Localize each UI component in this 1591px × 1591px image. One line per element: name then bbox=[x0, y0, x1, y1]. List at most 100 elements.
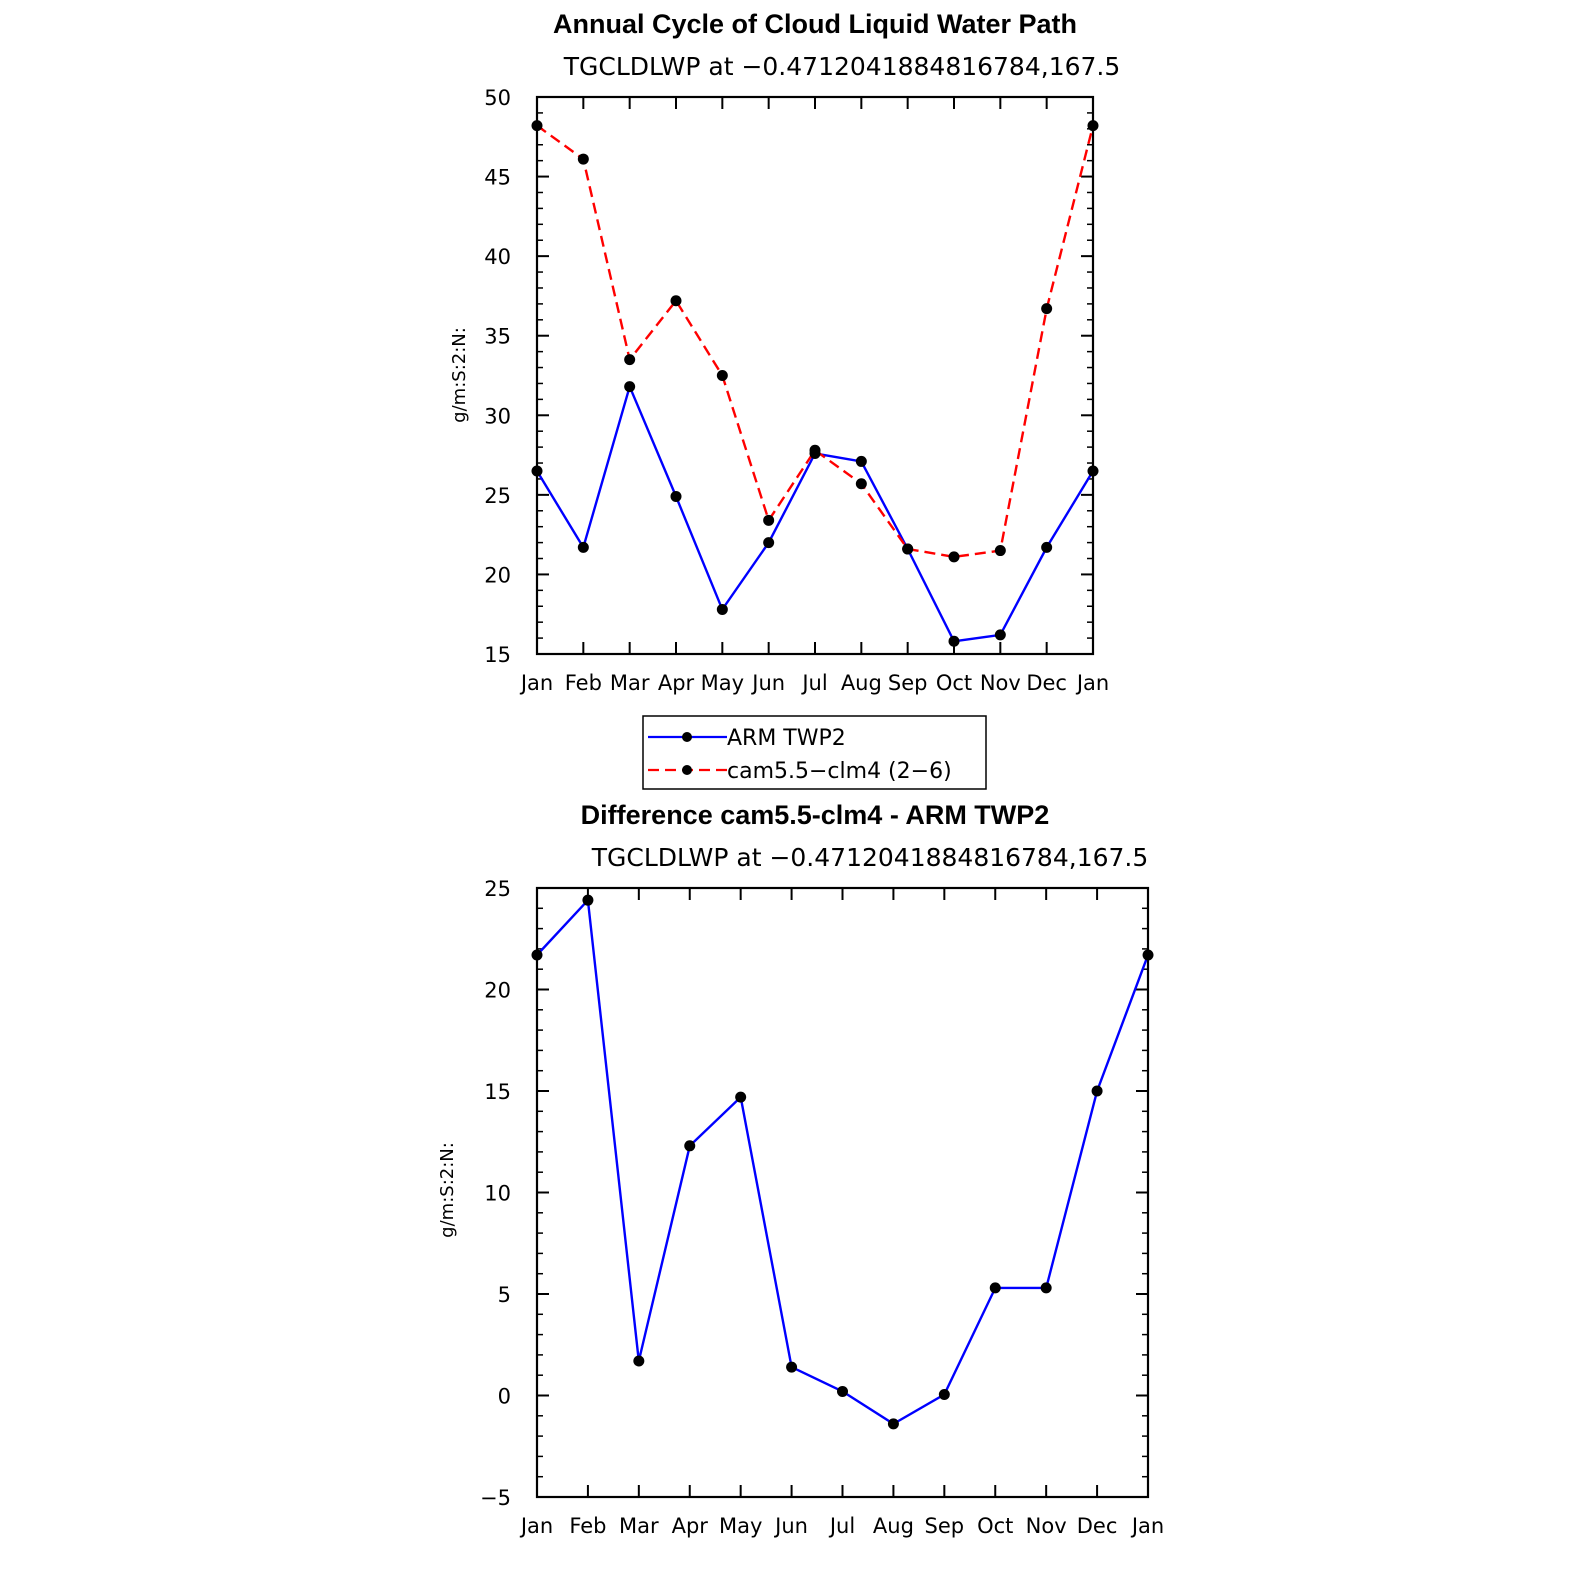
x-tick-label: Nov bbox=[980, 671, 1021, 695]
legend-box bbox=[642, 715, 987, 790]
data-point bbox=[582, 894, 594, 906]
data-point bbox=[1091, 1085, 1103, 1097]
x-tick-label: Sep bbox=[888, 671, 928, 695]
data-point bbox=[1041, 541, 1053, 553]
data-point bbox=[531, 949, 543, 961]
x-tick-label: Mar bbox=[610, 671, 650, 695]
y-tick-label: 10 bbox=[484, 1182, 511, 1206]
data-point bbox=[902, 543, 914, 555]
series-points bbox=[531, 120, 1099, 647]
y-tick-label: 0 bbox=[498, 1385, 511, 1409]
y-tick-label: 20 bbox=[484, 979, 511, 1003]
y-tick-label: 5 bbox=[498, 1283, 511, 1307]
x-tick-label: Aug bbox=[873, 1514, 914, 1538]
x-tick-label: Jun bbox=[773, 1514, 808, 1538]
legend-marker-arm bbox=[682, 732, 692, 742]
chart-subtitle: TGCLDLWP at −0.4712041884816784,167.5 bbox=[591, 843, 1149, 872]
y-tick-label: 20 bbox=[484, 563, 511, 587]
y-axis-label: g/m:S:2:N: bbox=[449, 327, 470, 423]
y-tick-label: 25 bbox=[484, 484, 511, 508]
tick-labels: Jan Feb Mar Apr May Jun Jul Aug Sep Oct Nov Dec Jan 1… bbox=[484, 86, 1109, 695]
legend: ARM TWP2 cam5.5−clm4 (2−6) bbox=[642, 715, 987, 790]
data-point bbox=[577, 153, 589, 165]
y-tick-label: 45 bbox=[484, 166, 511, 190]
data-point bbox=[1041, 303, 1053, 315]
x-tick-label: Jan bbox=[1075, 671, 1109, 695]
data-point bbox=[531, 465, 543, 477]
plot-frame bbox=[535, 95, 1095, 656]
x-tick-label: Oct bbox=[936, 671, 972, 695]
x-tick-label: Jul bbox=[828, 1514, 855, 1538]
data-point bbox=[763, 514, 775, 526]
y-tick-label: 25 bbox=[484, 877, 511, 901]
x-tick-label: Nov bbox=[1026, 1514, 1067, 1538]
x-tick-label: Dec bbox=[1077, 1514, 1118, 1538]
data-point bbox=[837, 1385, 848, 1397]
data-point bbox=[855, 478, 867, 490]
x-tick-label: Jul bbox=[800, 671, 827, 695]
data-point bbox=[670, 295, 682, 307]
data-point bbox=[855, 455, 867, 467]
annual-cycle-chart: Annual Cycle of Cloud Liquid Water Path … bbox=[449, 9, 1120, 695]
series-lines bbox=[536, 897, 1150, 1426]
y-tick-label: 15 bbox=[484, 643, 511, 667]
data-point bbox=[994, 545, 1006, 557]
series-points bbox=[531, 894, 1154, 1430]
data-point bbox=[786, 1361, 798, 1373]
data-point bbox=[1142, 949, 1154, 961]
data-point bbox=[577, 541, 589, 553]
data-point bbox=[1087, 120, 1099, 132]
data-point bbox=[887, 1418, 899, 1430]
y-axis-label: g/m:S:2:N: bbox=[437, 1142, 458, 1238]
data-point bbox=[684, 1140, 696, 1152]
y-tick-label: 30 bbox=[484, 404, 511, 428]
data-point bbox=[948, 635, 960, 647]
y-tick-label: −5 bbox=[480, 1486, 511, 1510]
data-point bbox=[763, 537, 775, 549]
x-tick-label: Mar bbox=[619, 1514, 659, 1538]
x-tick-label: May bbox=[719, 1514, 762, 1538]
chart-title: Annual Cycle of Cloud Liquid Water Path bbox=[553, 9, 1077, 39]
data-point bbox=[1087, 465, 1099, 477]
legend-label-cam: cam5.5−clm4 (2−6) bbox=[727, 759, 952, 784]
chart-title: Difference cam5.5-clm4 - ARM TWP2 bbox=[581, 800, 1050, 830]
data-point bbox=[809, 444, 821, 456]
data-point bbox=[624, 354, 636, 366]
x-tick-label: Oct bbox=[977, 1514, 1013, 1538]
data-point bbox=[938, 1388, 950, 1400]
data-point bbox=[735, 1091, 747, 1103]
x-tick-label: Jan bbox=[519, 671, 553, 695]
series-line-1 bbox=[536, 124, 1095, 559]
data-point bbox=[716, 603, 728, 615]
data-point bbox=[1040, 1282, 1052, 1294]
axis-ticks bbox=[536, 96, 1094, 655]
x-tick-label: Dec bbox=[1026, 671, 1067, 695]
x-tick-label: Feb bbox=[569, 1514, 606, 1538]
series-line-0 bbox=[535, 383, 1095, 643]
data-point bbox=[989, 1282, 1001, 1294]
plot-frame bbox=[535, 886, 1150, 1499]
x-tick-label: Aug bbox=[841, 671, 882, 695]
x-tick-label: Jun bbox=[750, 671, 785, 695]
data-point bbox=[994, 629, 1006, 641]
x-tick-label: May bbox=[701, 671, 744, 695]
axis-ticks bbox=[536, 887, 1149, 1498]
tick-labels: Jan Feb Mar Apr May Jun Jul Aug Sep Oct Nov Dec Jan−… bbox=[480, 877, 1164, 1538]
y-tick-label: 35 bbox=[484, 325, 511, 349]
x-tick-label: Jan bbox=[519, 1514, 553, 1538]
x-tick-label: Apr bbox=[658, 671, 695, 695]
series-line-0 bbox=[536, 897, 1150, 1426]
x-tick-label: Sep bbox=[925, 1514, 965, 1538]
x-tick-label: Feb bbox=[565, 671, 602, 695]
y-tick-label: 50 bbox=[484, 86, 511, 110]
data-point bbox=[948, 551, 960, 563]
data-point bbox=[624, 381, 636, 393]
series-lines bbox=[535, 124, 1095, 643]
data-point bbox=[633, 1355, 645, 1367]
legend-marker-cam bbox=[682, 765, 692, 775]
data-point bbox=[716, 370, 728, 381]
x-tick-label: Apr bbox=[672, 1514, 709, 1538]
data-point bbox=[531, 120, 543, 132]
y-tick-label: 40 bbox=[484, 245, 511, 269]
